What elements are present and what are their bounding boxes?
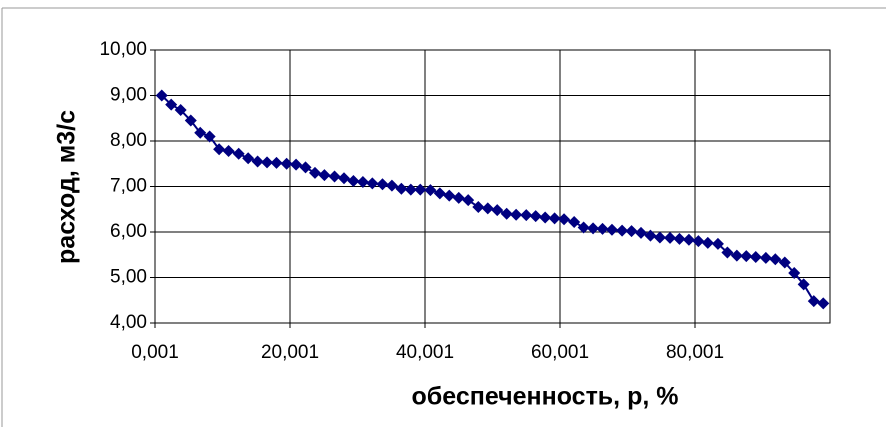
point-marker (328, 170, 341, 183)
point-marker (232, 147, 245, 160)
point-marker (596, 222, 609, 235)
point-marker (788, 266, 801, 279)
point-marker (366, 177, 379, 190)
y-tick-label: 5,00 (110, 267, 147, 288)
point-marker (558, 213, 571, 226)
point-marker (155, 89, 168, 102)
point-marker (759, 251, 772, 264)
point-marker (251, 155, 264, 168)
point-marker (778, 256, 791, 269)
point-marker (634, 226, 647, 239)
x-tick-label: 60,001 (531, 342, 589, 363)
point-marker (290, 158, 303, 171)
point-marker (443, 189, 456, 202)
x-axis-title: обеспеченность, р, % (412, 383, 679, 411)
point-marker (424, 184, 437, 197)
point-marker (711, 237, 724, 250)
point-marker (261, 156, 274, 169)
point-marker (472, 200, 485, 213)
point-marker (520, 209, 533, 222)
point-marker (452, 191, 465, 204)
point-marker (625, 225, 638, 238)
point-marker (740, 250, 753, 263)
point-marker (385, 179, 398, 192)
point-marker (174, 104, 187, 117)
y-tick-label: 7,00 (110, 176, 147, 197)
point-marker (318, 169, 331, 182)
point-marker (616, 224, 629, 237)
point-marker (539, 211, 552, 224)
point-marker (481, 202, 494, 215)
point-marker (347, 175, 360, 188)
point-marker (404, 183, 417, 196)
point-marker (308, 166, 321, 179)
y-axis-title: расход, м3/с (53, 110, 81, 264)
point-marker (433, 187, 446, 200)
point-marker (222, 145, 235, 158)
point-marker (500, 207, 513, 220)
point-marker (280, 157, 293, 170)
point-marker (491, 204, 504, 217)
point-marker (605, 223, 618, 236)
x-tick-label: 0,001 (131, 342, 179, 363)
x-tick-label: 40,001 (396, 342, 454, 363)
point-marker (395, 182, 408, 195)
point-marker (242, 152, 255, 165)
point-marker (701, 236, 714, 249)
point-marker (682, 233, 695, 246)
point-marker (184, 114, 197, 127)
point-marker (769, 253, 782, 266)
point-marker (644, 229, 657, 242)
y-tick-label: 6,00 (110, 221, 147, 242)
point-marker (356, 175, 369, 188)
point-marker (337, 172, 350, 185)
x-tick-label: 20,001 (261, 342, 319, 363)
point-marker (510, 208, 523, 221)
point-marker (817, 297, 830, 310)
point-marker (692, 235, 705, 248)
point-marker (529, 210, 542, 223)
point-marker (414, 183, 427, 196)
point-marker (165, 98, 178, 111)
point-marker (653, 231, 666, 244)
point-marker (673, 232, 686, 245)
point-marker (721, 246, 734, 259)
point-marker (376, 178, 389, 191)
point-marker (270, 156, 283, 169)
point-marker (587, 222, 600, 235)
point-marker (749, 251, 762, 264)
point-marker (203, 130, 216, 143)
point-marker (194, 126, 207, 139)
y-tick-label: 8,00 (110, 130, 147, 151)
y-tick-label: 4,00 (110, 312, 147, 333)
plot-frame (154, 49, 831, 324)
y-tick-label: 9,00 (110, 85, 147, 106)
point-marker (807, 295, 820, 308)
point-marker (462, 194, 475, 207)
point-marker (797, 278, 810, 291)
point-marker (730, 249, 743, 262)
point-marker (213, 143, 226, 156)
point-marker (568, 215, 581, 228)
y-tick-label: 10,00 (99, 39, 147, 60)
point-marker (664, 231, 677, 244)
point-marker (299, 161, 312, 174)
point-marker (548, 212, 561, 225)
x-tick-label: 80,001 (666, 342, 724, 363)
point-marker (577, 221, 590, 234)
